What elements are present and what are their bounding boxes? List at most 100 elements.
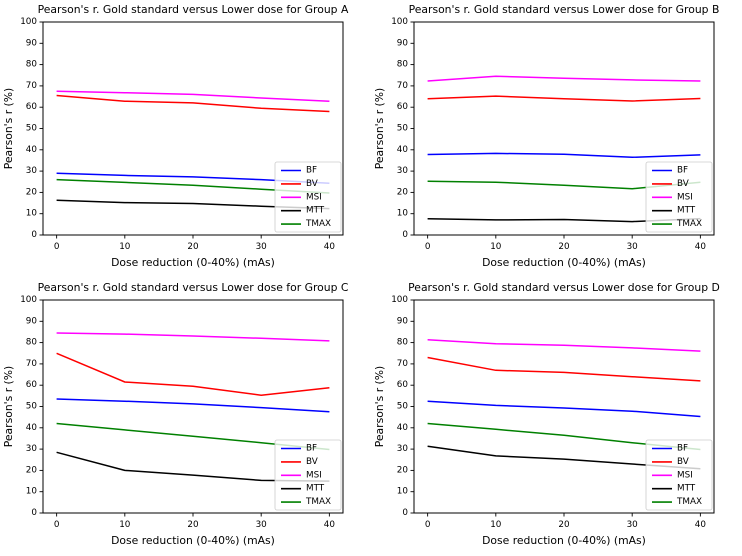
line-series-bf-group-d — [427, 400, 701, 418]
legend-label-tmax: TMAX — [676, 497, 702, 507]
line-series-bv-group-d — [427, 356, 701, 382]
legend-label-bv: BV — [306, 457, 318, 467]
legend-label-msi: MSI — [677, 470, 693, 480]
y-axis-label-group-b: Pearson's r (%) — [373, 88, 386, 169]
y-tick-label: 50 — [26, 402, 38, 412]
legend-label-bv: BV — [677, 179, 689, 189]
x-tick-label: 40 — [695, 242, 707, 252]
plot-border — [42, 299, 344, 514]
y-tick-label: 70 — [397, 359, 409, 369]
line-series-bv-group-b — [427, 95, 701, 102]
y-tick-label: 60 — [26, 380, 38, 390]
line-series-bf-group-c — [56, 398, 330, 413]
plot-border — [413, 21, 715, 236]
legend-label-mtt: MTT — [677, 484, 696, 494]
x-axis-label-group-b: Dose reduction (0-40%) (mAs) — [482, 256, 646, 269]
x-tick-label: 0 — [54, 242, 60, 252]
x-tick-label: 30 — [256, 520, 268, 530]
y-tick-label: 30 — [26, 444, 38, 454]
legend-label-bf: BF — [677, 166, 688, 176]
x-tick-label: 10 — [119, 242, 131, 252]
legend-group-a: BF BV MSI MTT TMAX — [274, 161, 342, 233]
legend-label-mtt: MTT — [306, 484, 325, 494]
chart-title-group-c: Pearson's r. Gold standard versus Lower … — [38, 281, 349, 294]
y-tick-label: 70 — [26, 81, 38, 91]
legend-box — [274, 439, 342, 511]
y-tick-label: 90 — [26, 38, 38, 48]
chart-group-d: Pearson's r. Gold standard versus Lower … — [371, 278, 742, 556]
x-tick-label: 10 — [119, 520, 131, 530]
x-tick-label: 10 — [490, 520, 502, 530]
y-tick-label: 50 — [397, 402, 409, 412]
y-tick-label: 50 — [26, 124, 38, 134]
x-tick-label: 0 — [425, 242, 431, 252]
y-tick-label: 100 — [20, 295, 37, 305]
line-series-msi-group-d — [427, 339, 701, 352]
y-axis-label-group-d: Pearson's r (%) — [373, 366, 386, 447]
line-series-bf-group-b — [427, 152, 701, 159]
y-tick-label: 0 — [31, 508, 37, 518]
legend-label-msi: MSI — [677, 192, 693, 202]
legend-label-tmax: TMAX — [676, 219, 702, 229]
legend-label-bf: BF — [677, 444, 688, 454]
x-tick-label: 40 — [695, 520, 707, 530]
line-series-msi-group-b — [427, 75, 701, 82]
x-tick-label: 30 — [627, 242, 639, 252]
y-tick-label: 40 — [26, 145, 38, 155]
y-tick-label: 30 — [397, 444, 409, 454]
y-tick-label: 80 — [26, 338, 38, 348]
chart-svg-group-b: Pearson's r. Gold standard versus Lower … — [373, 3, 720, 269]
x-tick-label: 0 — [54, 520, 60, 530]
y-tick-label: 10 — [397, 487, 409, 497]
legend-label-mtt: MTT — [306, 206, 325, 216]
x-axis-label-group-c: Dose reduction (0-40%) (mAs) — [111, 534, 275, 547]
y-tick-label: 20 — [26, 465, 38, 475]
legend-label-bf: BF — [306, 166, 317, 176]
y-tick-label: 90 — [397, 316, 409, 326]
y-tick-label: 0 — [402, 508, 408, 518]
legend-group-c: BF BV MSI MTT TMAX — [274, 439, 342, 511]
y-axis-label-group-a: Pearson's r (%) — [2, 88, 15, 169]
legend-label-tmax: TMAX — [305, 497, 331, 507]
x-tick-label: 20 — [187, 520, 199, 530]
legend-label-bf: BF — [306, 444, 317, 454]
legend-label-msi: MSI — [306, 192, 322, 202]
y-tick-label: 20 — [26, 187, 38, 197]
y-tick-label: 80 — [26, 60, 38, 70]
chart-title-group-b: Pearson's r. Gold standard versus Lower … — [409, 3, 720, 16]
x-tick-label: 20 — [558, 520, 570, 530]
chart-group-b: Pearson's r. Gold standard versus Lower … — [371, 0, 742, 278]
y-tick-label: 10 — [26, 209, 38, 219]
y-tick-label: 70 — [397, 81, 409, 91]
x-tick-label: 20 — [187, 242, 199, 252]
x-tick-label: 40 — [324, 242, 336, 252]
legend-box — [645, 439, 713, 511]
line-series-msi-group-c — [56, 332, 330, 342]
chart-group-c: Pearson's r. Gold standard versus Lower … — [0, 278, 371, 556]
y-tick-label: 20 — [397, 465, 409, 475]
chart-title-group-d: Pearson's r. Gold standard versus Lower … — [408, 281, 720, 294]
y-axis-label-group-c: Pearson's r (%) — [2, 366, 15, 447]
y-tick-label: 90 — [26, 316, 38, 326]
line-series-bv-group-c — [56, 352, 330, 396]
y-tick-label: 70 — [26, 359, 38, 369]
line-series-bv-group-a — [56, 94, 330, 113]
y-tick-label: 40 — [397, 145, 409, 155]
legend-label-msi: MSI — [306, 470, 322, 480]
y-tick-label: 30 — [397, 166, 409, 176]
chart-svg-group-c: Pearson's r. Gold standard versus Lower … — [2, 281, 349, 547]
plot-border — [413, 299, 715, 514]
y-tick-label: 40 — [397, 423, 409, 433]
x-tick-label: 30 — [256, 242, 268, 252]
legend-group-b: BF BV MSI MTT TMAX — [645, 161, 713, 233]
y-tick-label: 0 — [402, 230, 408, 240]
plot-border — [42, 21, 344, 236]
y-tick-label: 0 — [31, 230, 37, 240]
legend-label-mtt: MTT — [677, 206, 696, 216]
y-tick-label: 10 — [26, 487, 38, 497]
chart-title-group-a: Pearson's r. Gold standard versus Lower … — [38, 3, 349, 16]
x-tick-label: 0 — [425, 520, 431, 530]
chart-svg-group-d: Pearson's r. Gold standard versus Lower … — [373, 281, 720, 547]
y-tick-label: 60 — [397, 102, 409, 112]
